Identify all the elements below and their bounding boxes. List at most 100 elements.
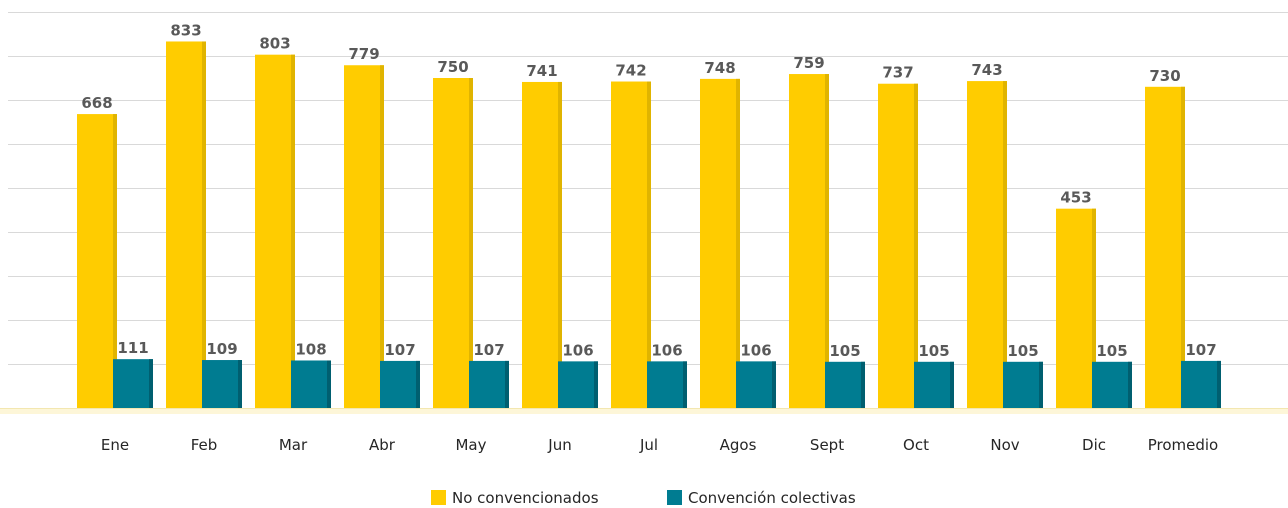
value-label: 107 — [473, 341, 504, 359]
bar-side-shade — [647, 81, 651, 409]
bar-no-convencionados — [166, 41, 206, 408]
bar-no-convencionados — [433, 78, 473, 408]
bar-no-convencionados — [1145, 86, 1185, 409]
bar-side-shade — [291, 54, 295, 409]
legend-swatch — [431, 490, 446, 505]
bar-no-convencionados — [611, 81, 651, 409]
category-label: Jul — [639, 436, 658, 454]
bar-side-shade — [861, 361, 865, 408]
bar-side-shade — [1128, 361, 1132, 408]
bar-convencion-colectivas — [558, 361, 598, 408]
value-labels: 668 111 833 109 803 108 779 107 750 107 741 106 742 1… — [81, 21, 1216, 359]
bar-side-shade — [1092, 208, 1096, 408]
value-label: 453 — [1060, 189, 1091, 207]
value-label: 741 — [526, 62, 557, 80]
bar-no-convencionados — [255, 54, 295, 409]
bar-side-shade — [950, 361, 954, 408]
bar-no-convencionados — [967, 81, 1007, 408]
value-label: 833 — [170, 21, 201, 39]
value-label: 108 — [295, 340, 326, 358]
bar-convencion-colectivas — [1092, 361, 1132, 408]
value-label: 737 — [882, 64, 913, 82]
value-label: 750 — [437, 58, 468, 76]
value-label: 105 — [918, 342, 949, 360]
value-label: 668 — [81, 94, 112, 112]
bar-side-shade — [238, 360, 242, 408]
bar-convencion-colectivas — [647, 361, 687, 408]
value-label: 743 — [971, 61, 1002, 79]
bar-no-convencionados — [700, 78, 740, 408]
value-label: 803 — [259, 35, 290, 53]
bar-convencion-colectivas — [1181, 360, 1221, 408]
bar-side-shade — [416, 360, 420, 408]
category-label: Feb — [191, 436, 218, 454]
bar-convencion-colectivas — [291, 360, 331, 408]
category-label: Mar — [279, 436, 308, 454]
bar-no-convencionados — [789, 74, 829, 408]
bar-side-shade — [1181, 86, 1185, 409]
legend-label: No convencionados — [452, 489, 599, 507]
value-label: 106 — [562, 341, 593, 359]
category-label: Oct — [903, 436, 929, 454]
bar-side-shade — [380, 65, 384, 409]
category-label: Promedio — [1148, 436, 1219, 454]
chart-floor — [0, 408, 1288, 414]
value-label: 742 — [615, 62, 646, 80]
bar-side-shade — [113, 114, 117, 408]
bar-no-convencionados — [522, 81, 562, 409]
category-label: Ene — [101, 436, 129, 454]
value-label: 105 — [1007, 342, 1038, 360]
bar-no-convencionados — [878, 83, 918, 408]
floor-band — [0, 408, 1288, 414]
bar-side-shade — [1003, 81, 1007, 408]
bar-side-shade — [469, 78, 473, 408]
bar-side-shade — [683, 361, 687, 408]
category-label: Agos — [720, 436, 757, 454]
value-label: 106 — [651, 341, 682, 359]
value-label: 105 — [1096, 342, 1127, 360]
category-label: Nov — [990, 436, 1019, 454]
value-label: 111 — [117, 339, 148, 357]
value-label: 105 — [829, 342, 860, 360]
bar-convencion-colectivas — [113, 359, 153, 408]
bar-no-convencionados — [77, 114, 117, 408]
value-label: 779 — [348, 45, 379, 63]
bar-convencion-colectivas — [825, 361, 865, 408]
bar-side-shade — [202, 41, 206, 408]
category-label: Dic — [1082, 436, 1106, 454]
bar-convencion-colectivas — [1003, 361, 1043, 408]
bar-convencion-colectivas — [380, 360, 420, 408]
bar-side-shade — [772, 361, 776, 408]
bar-convencion-colectivas — [202, 360, 242, 408]
legend-label: Convención colectivas — [688, 489, 856, 507]
value-label: 748 — [704, 59, 735, 77]
category-label: Sept — [810, 436, 844, 454]
bar-no-convencionados — [344, 65, 384, 409]
category-labels: Ene Feb Mar Abr May Jun Jul Agos Sept Oct Nov Dic Pr… — [101, 436, 1218, 454]
bar-side-shade — [558, 81, 562, 409]
bar-side-shade — [1217, 360, 1221, 408]
bar-side-shade — [505, 360, 509, 408]
bar-side-shade — [149, 359, 153, 408]
legend: No convencionados Convención colectivas — [431, 489, 856, 507]
bar-side-shade — [914, 83, 918, 408]
value-label: 106 — [740, 341, 771, 359]
category-label: Abr — [369, 436, 396, 454]
bar-side-shade — [594, 361, 598, 408]
value-label: 730 — [1149, 67, 1180, 85]
bar-convencion-colectivas — [914, 361, 954, 408]
bar-side-shade — [736, 78, 740, 408]
value-label: 107 — [1185, 341, 1216, 359]
bar-convencion-colectivas — [736, 361, 776, 408]
value-label: 109 — [206, 340, 237, 358]
legend-swatch — [667, 490, 682, 505]
bar-side-shade — [825, 74, 829, 408]
category-label: Jun — [547, 436, 571, 454]
bar-side-shade — [327, 360, 331, 408]
bar-no-convencionados — [1056, 208, 1096, 408]
bar-convencion-colectivas — [469, 360, 509, 408]
value-label: 759 — [793, 54, 824, 72]
value-label: 107 — [384, 341, 415, 359]
category-label: May — [455, 436, 486, 454]
